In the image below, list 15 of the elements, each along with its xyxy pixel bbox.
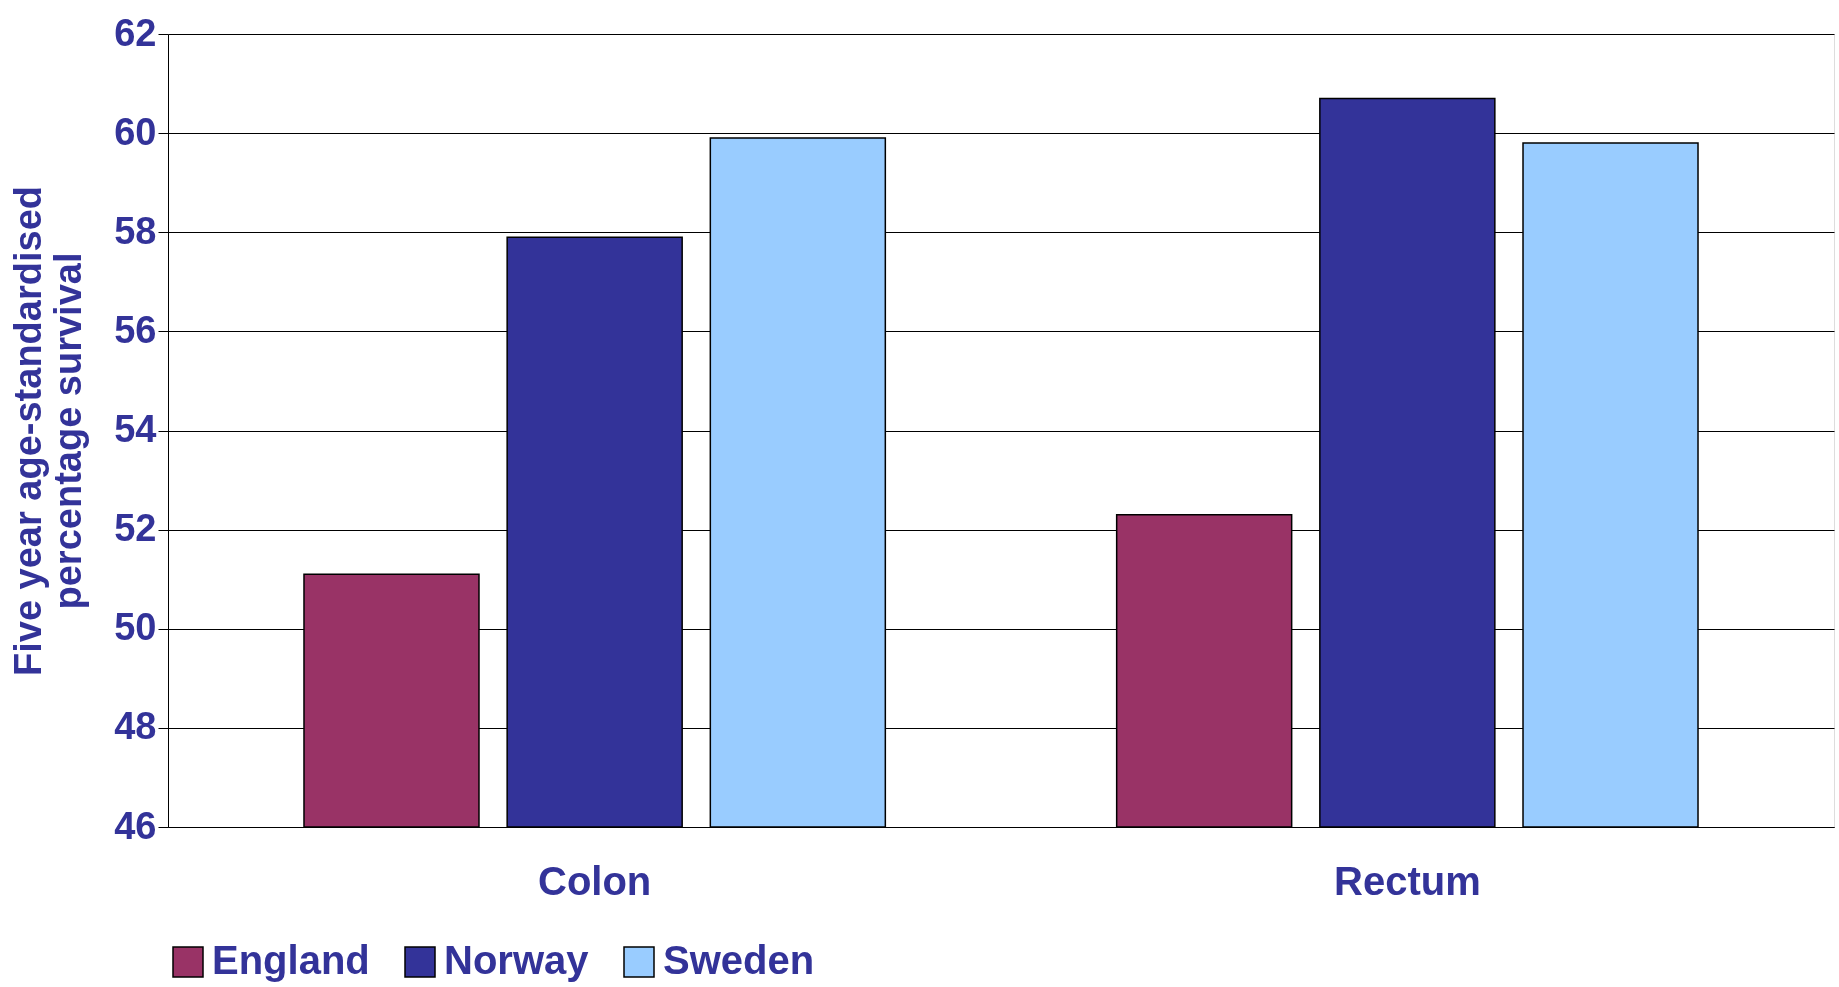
y-tick-label: 62 — [114, 11, 157, 54]
legend-label: Sweden — [663, 938, 815, 982]
y-tick-label: 46 — [114, 804, 157, 847]
y-tick-label: 56 — [114, 308, 157, 351]
y-tick-label: 58 — [114, 209, 157, 252]
y-tick-label: 60 — [114, 110, 157, 153]
x-tick-label: Rectum — [1333, 858, 1481, 903]
x-tick-label: Colon — [538, 858, 652, 903]
y-tick-label: 48 — [114, 705, 157, 748]
y-tick-label: 54 — [114, 408, 157, 450]
legend-label: Norway — [444, 938, 590, 982]
legend-label: England — [212, 938, 370, 982]
y-axis-title: Five year age-standardised percentage survival — [7, 186, 90, 676]
y-tick-label: 52 — [114, 507, 157, 550]
y-tick-label: 50 — [114, 606, 157, 649]
